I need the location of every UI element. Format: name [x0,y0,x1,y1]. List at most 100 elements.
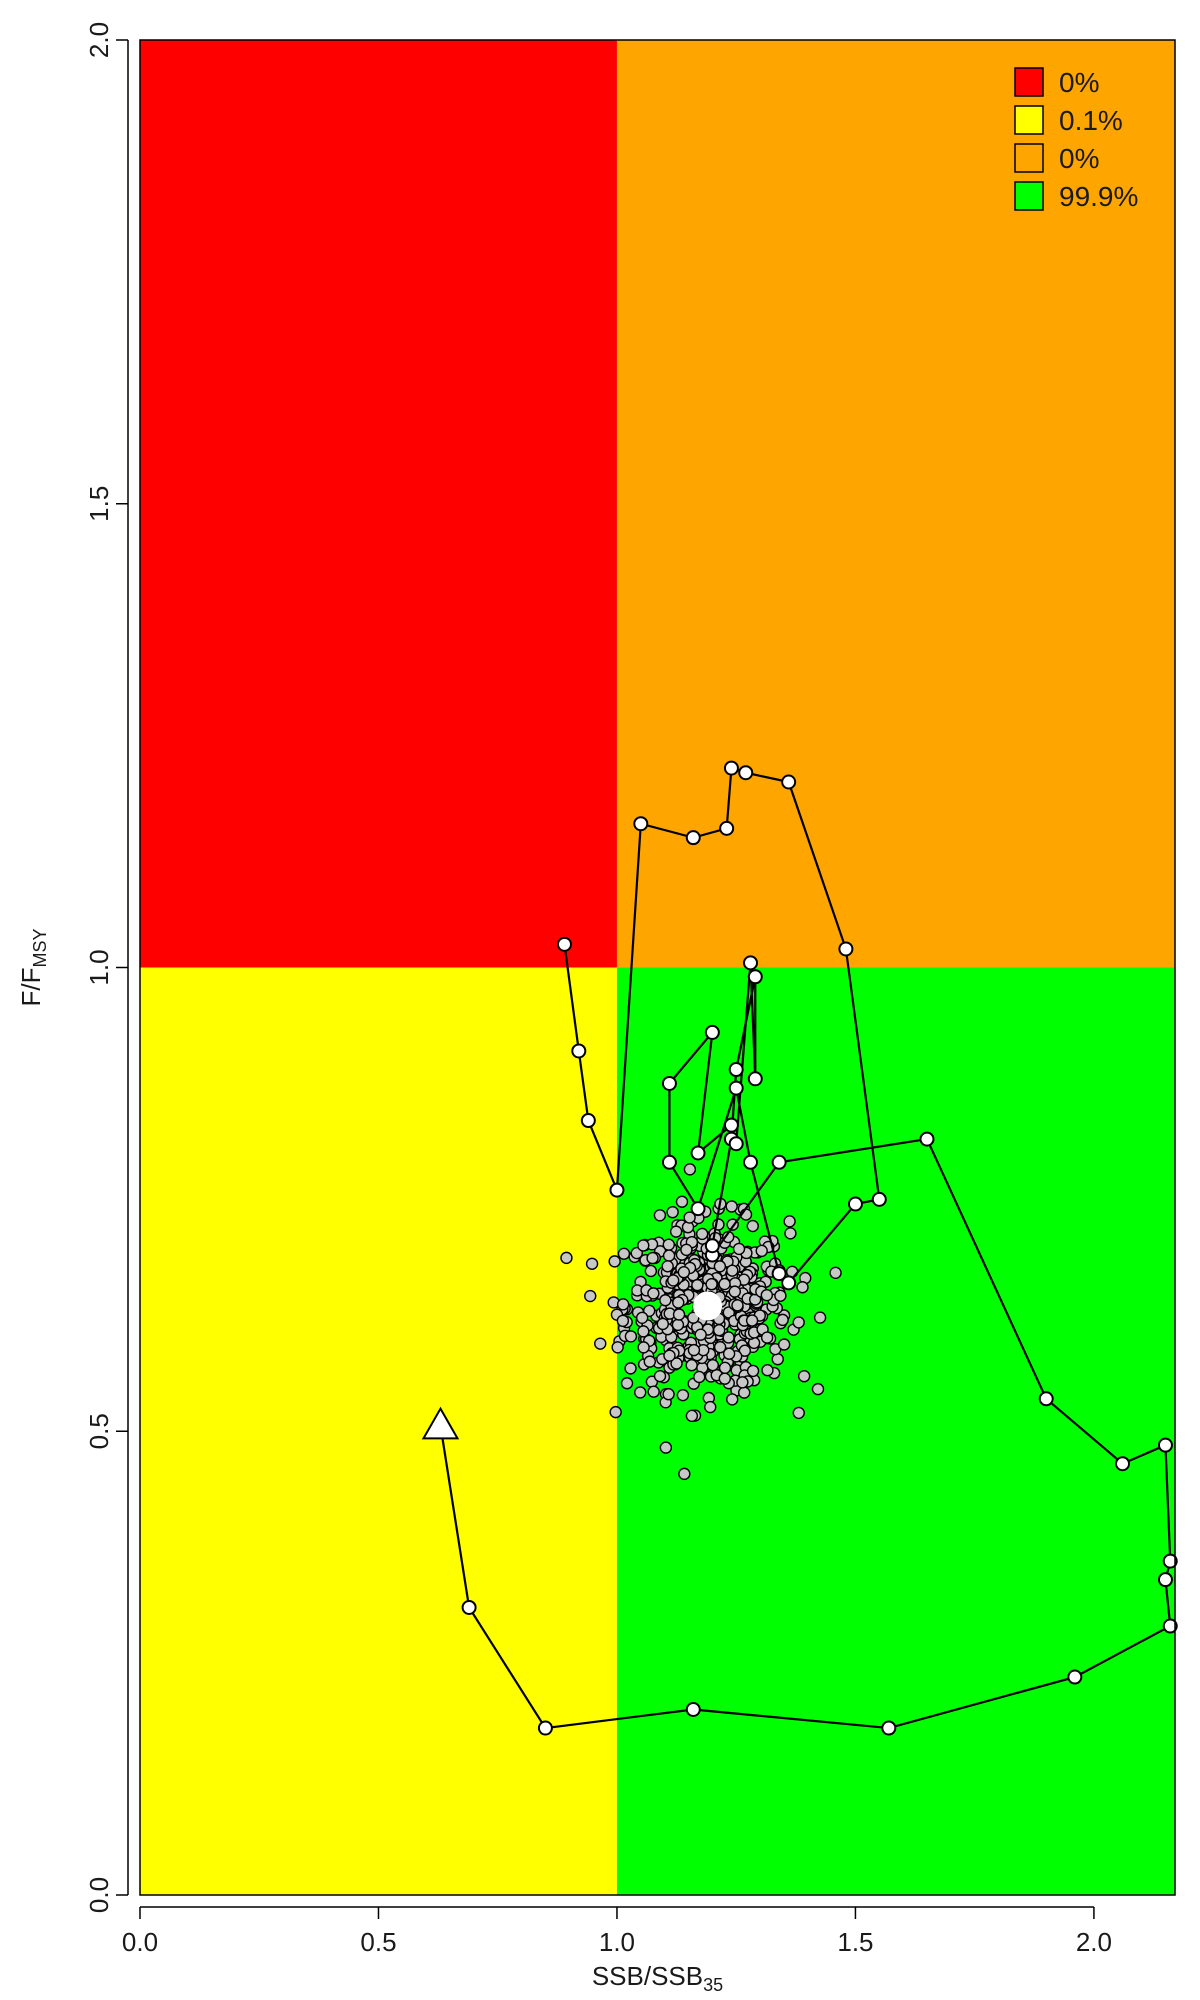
projection-point [672,1308,686,1321]
x-axis-label-main: SSB/SSB [592,1961,703,1991]
trajectory-point [723,1117,739,1133]
y-tick-label: 0.0 [84,1877,114,1913]
projection-point [643,1355,656,1368]
plot-frame [139,39,1176,1896]
projection-point [736,1376,749,1389]
projection-point [746,1219,759,1233]
trajectory-point [633,816,649,832]
projection-point [662,1238,675,1251]
projection-point [722,1331,735,1344]
trajectory-point [738,765,754,781]
legend-swatch [1014,105,1044,135]
projection-point [704,1400,717,1414]
projection-point [659,1441,673,1454]
y-tick-label: 2.0 [84,22,114,58]
projection-point [662,1249,676,1262]
trajectory-point [1162,1618,1178,1634]
projection-point [755,1244,768,1258]
trajectory-point [661,1154,677,1170]
projection-point [666,1205,679,1219]
current-status-point [693,1291,723,1321]
projection-point [691,1278,704,1292]
legend-swatch [1014,181,1044,211]
trajectory-point [704,1238,720,1254]
trajectory-point [1157,1572,1173,1588]
trajectory-point [747,1071,763,1087]
x-axis-label-sub: 35 [703,1975,723,1995]
trajectory-point [571,1043,587,1059]
trajectory-point [847,1196,863,1212]
projection-point [713,1260,727,1273]
projection-point [797,1369,811,1383]
trajectory [421,760,1178,1736]
trajectory-point [580,1113,596,1129]
projection-point [745,1314,759,1327]
projection-point [760,1288,774,1302]
quadrant-background [140,40,1175,1895]
projection-point [706,1358,719,1372]
y-axis-label: F/FMSY [16,928,50,1006]
projection-point [685,1409,699,1423]
trajectory-point [537,1720,553,1736]
projection-point [792,1316,805,1329]
legend-label: 0% [1059,143,1099,174]
trajectory-point [728,1062,744,1078]
quadrant-healthy [616,967,1175,1895]
projection-point [783,1215,796,1228]
trajectory-point [919,1131,935,1147]
projection-point [683,1211,696,1224]
projection-point [722,1347,736,1360]
legend-label: 99.9% [1059,181,1138,212]
projection-point [695,1227,709,1241]
quadrant-overfished-not-overfishing [140,967,617,1895]
projection-point [584,1289,597,1303]
projection-point [683,1163,697,1176]
projection-point [647,1287,660,1300]
projection-point [728,1285,741,1298]
trajectory-point [723,760,739,776]
projection-point [611,1341,624,1354]
trajectory-point [881,1720,897,1736]
trajectory-point [771,1266,787,1282]
projection-point [653,1369,667,1383]
trajectory-point [556,936,572,952]
x-tick-label: 0.5 [360,1927,396,1957]
projection-point [634,1386,647,1399]
projection-point [594,1337,607,1350]
projection-point [624,1362,637,1375]
trajectory-point [719,820,735,836]
legend-swatch [1014,67,1044,97]
y-tick-label: 1.5 [84,486,114,522]
trajectory-point [661,1075,677,1091]
projection-point [672,1296,685,1309]
projection-point [617,1247,631,1260]
projection-point [796,1281,809,1294]
projection-point [656,1317,669,1331]
projection-point [624,1330,638,1343]
trajectory-point [609,1182,625,1198]
trajectory-point [704,1024,720,1040]
projection-point [671,1318,685,1332]
projection-point [761,1364,774,1377]
projection-point [620,1377,634,1390]
projection-point [608,1255,621,1268]
y-axis-label-sub: MSY [30,928,50,967]
projection-point [718,1372,732,1385]
projection-point [771,1352,784,1366]
projection-point [718,1277,731,1291]
trajectory-point [781,1275,797,1291]
projection-point [644,1264,658,1278]
projection-point [659,1294,672,1307]
projection-point [637,1325,650,1338]
projection-point [760,1331,774,1344]
current-status-point-group [693,1291,723,1321]
projection-point [731,1299,744,1312]
projection-point [669,1225,683,1238]
trajectory-point [838,941,854,957]
y-axis-label-main: F/F [16,968,46,1007]
projection-point [738,1344,752,1357]
x-axis-label: SSB/SSB35 [592,1961,723,1995]
trajectory-point [771,1154,787,1170]
projection-point [635,1311,649,1324]
